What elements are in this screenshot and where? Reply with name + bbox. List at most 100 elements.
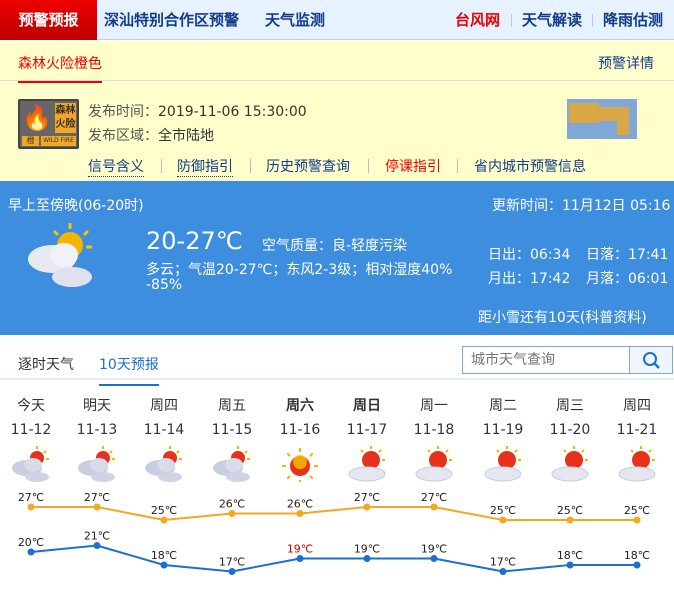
- low-temp-label: 17℃: [490, 556, 516, 569]
- forecast-day: 周五: [218, 398, 246, 414]
- value: 2019-11-06 15:30:00: [158, 104, 307, 120]
- forecast-date: 11-12: [10, 422, 52, 438]
- partly-cloudy-icon: [212, 446, 252, 482]
- low-temp-point: [228, 568, 236, 575]
- city-search: [462, 346, 673, 374]
- low-temp-label: 18℃: [557, 549, 583, 562]
- label: 发布时间：: [88, 104, 158, 120]
- high-temp-label: 27℃: [84, 491, 110, 504]
- forecast-day: 周日: [353, 398, 381, 414]
- low-temp-point: [430, 555, 438, 562]
- nav-brand[interactable]: 预警预报: [0, 0, 97, 40]
- low-temp-point: [160, 561, 168, 569]
- partly-cloudy-icon: [28, 223, 92, 287]
- sunny-cloudy-icon: [550, 446, 590, 482]
- link-defense-guide[interactable]: 防御指引: [177, 156, 233, 177]
- forecast-date: 11-19: [482, 422, 524, 438]
- warning-panel: 森林火险橙色 预警详情 🔥 森林火险 橙 WILD FIRE 发布时间：2019…: [0, 41, 674, 181]
- warning-detail-link[interactable]: 预警详情: [598, 56, 654, 72]
- forecast-day: 明天: [83, 398, 111, 414]
- nav-interpret[interactable]: 天气解读: [522, 11, 583, 29]
- high-temp-point: [93, 503, 101, 511]
- weather-desc-cont: -85%: [146, 277, 183, 293]
- high-temp-point: [296, 510, 304, 517]
- high-temp-line: [31, 506, 637, 522]
- low-temp-point: [27, 548, 35, 556]
- forecast-date: 11-21: [616, 422, 658, 438]
- nav-shenshan[interactable]: 深汕特别合作区预警: [104, 11, 240, 29]
- value: 全市陆地: [158, 128, 214, 144]
- divider: [511, 14, 512, 27]
- low-temp-point: [499, 568, 507, 575]
- today-weather-panel: 早上至傍晚(06-20时) 更新时间：11月12日 05:16 20-27℃ 空…: [0, 181, 674, 335]
- forecast-day: 周三: [556, 398, 584, 414]
- sunny-cloudy-icon: [347, 446, 387, 482]
- nav-rain[interactable]: 降雨估测: [603, 11, 664, 29]
- low-temp-point: [566, 561, 574, 569]
- nav-monitor[interactable]: 天气监测: [265, 11, 326, 29]
- forecast-day: 周二: [489, 398, 517, 414]
- low-temp-label: 18℃: [151, 549, 177, 562]
- low-temp-point: [93, 542, 101, 549]
- top-nav: 预警预报 深汕特别合作区预警 天气监测 台风网 天气解读 降雨估测: [0, 0, 674, 40]
- sunny-cloudy-icon: [414, 446, 454, 482]
- update-time: 更新时间：11月12日 05:16: [492, 195, 670, 215]
- fire-icon: 🔥: [22, 104, 52, 132]
- high-temp-point: [499, 516, 507, 524]
- forecast-date: 11-15: [211, 422, 253, 438]
- high-temp-point: [430, 503, 438, 511]
- sunny-cloudy-icon: [617, 446, 657, 482]
- warning-map[interactable]: [567, 99, 637, 139]
- air-quality: 空气质量：良-轻度污染: [262, 235, 407, 255]
- partly-cloudy-icon: [144, 446, 184, 482]
- forecast-date: 11-14: [143, 422, 185, 438]
- label: 更新时间：: [492, 198, 562, 214]
- link-province-warnings[interactable]: 省内城市预警信息: [474, 159, 586, 175]
- low-temp-label: 20℃: [18, 536, 44, 549]
- solar-term-link[interactable]: 距小雪还有10天(科普资料): [478, 310, 647, 326]
- high-temp-point: [27, 503, 35, 511]
- link-signal-meaning[interactable]: 信号含义: [88, 156, 144, 177]
- divider: [592, 14, 593, 27]
- low-temp-label: 19℃: [421, 543, 447, 556]
- partly-cloudy-icon: [11, 446, 51, 482]
- forecast-date: 11-20: [549, 422, 591, 438]
- divider: [368, 159, 369, 173]
- forecast-date: 11-16: [279, 422, 321, 438]
- sunrise: 日出：06:34: [488, 247, 571, 263]
- forecast-date: 11-17: [346, 422, 388, 438]
- label: 空气质量：: [262, 238, 332, 254]
- high-temp-label: 25℃: [490, 504, 516, 517]
- sunset: 日落：17:41: [586, 247, 669, 263]
- high-temp-label: 27℃: [421, 491, 447, 504]
- signal-name: 森林火险: [55, 103, 76, 133]
- low-temp-point: [363, 555, 371, 562]
- value: 11月12日 05:16: [562, 198, 671, 214]
- nav-typhoon[interactable]: 台风网: [455, 11, 501, 29]
- high-temp-point: [633, 516, 641, 524]
- tab-10day[interactable]: 10天预报: [99, 354, 159, 386]
- divider: [0, 80, 674, 81]
- low-temp-point: [633, 561, 641, 569]
- low-temp-label: 21℃: [84, 530, 110, 543]
- partly-cloudy-icon: [77, 446, 117, 482]
- search-input[interactable]: [463, 347, 630, 373]
- link-class-suspension[interactable]: 停课指引: [385, 159, 441, 175]
- issue-area: 发布区域：全市陆地: [88, 125, 214, 145]
- forecast-date: 11-13: [76, 422, 118, 438]
- warning-tab[interactable]: 森林火险橙色: [18, 53, 102, 83]
- link-history[interactable]: 历史预警查询: [266, 159, 350, 175]
- low-temp-point: [296, 555, 304, 562]
- high-temp-point: [363, 503, 371, 511]
- signal-level: 橙: [22, 136, 39, 146]
- search-button[interactable]: [629, 347, 672, 373]
- value: 良-轻度污染: [332, 238, 408, 254]
- tab-hourly[interactable]: 逐时天气: [18, 357, 74, 373]
- sunny-cloudy-icon: [483, 446, 523, 482]
- high-temp-label: 25℃: [557, 504, 583, 517]
- signal-en: WILD FIRE: [41, 136, 76, 146]
- forecast-tabs: 逐时天气 10天预报: [0, 340, 674, 386]
- forecast-date: 11-18: [413, 422, 455, 438]
- moonset: 月落：06:01: [586, 271, 669, 287]
- temp-range: 20-27℃: [146, 227, 243, 255]
